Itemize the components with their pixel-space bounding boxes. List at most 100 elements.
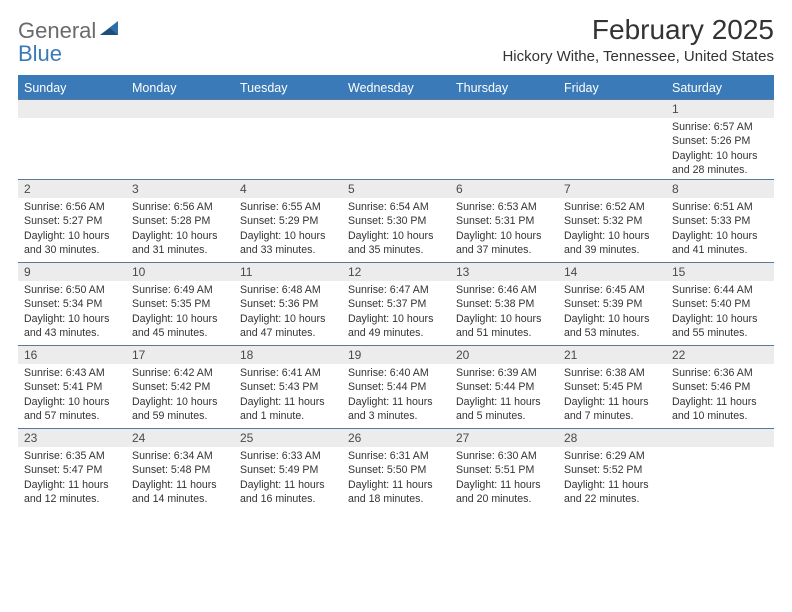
calendar-day-cell: 9Sunrise: 6:50 AMSunset: 5:34 PMDaylight… — [18, 263, 126, 345]
daylight-text: Daylight: 11 hours and 3 minutes. — [348, 395, 446, 424]
day-details: Sunrise: 6:56 AMSunset: 5:27 PMDaylight:… — [18, 198, 126, 259]
daylight-text: Daylight: 10 hours and 51 minutes. — [456, 312, 554, 341]
daylight-text: Daylight: 11 hours and 22 minutes. — [564, 478, 662, 507]
weeks-container: 1Sunrise: 6:57 AMSunset: 5:26 PMDaylight… — [18, 99, 774, 511]
day-details: Sunrise: 6:35 AMSunset: 5:47 PMDaylight:… — [18, 447, 126, 508]
daylight-text: Daylight: 10 hours and 43 minutes. — [24, 312, 122, 341]
day-number: 2 — [18, 180, 126, 198]
sunset-text: Sunset: 5:44 PM — [348, 380, 446, 394]
daylight-text: Daylight: 10 hours and 57 minutes. — [24, 395, 122, 424]
daylight-text: Daylight: 10 hours and 30 minutes. — [24, 229, 122, 258]
sunset-text: Sunset: 5:39 PM — [564, 297, 662, 311]
sunrise-text: Sunrise: 6:49 AM — [132, 283, 230, 297]
calendar-day-cell: 1Sunrise: 6:57 AMSunset: 5:26 PMDaylight… — [666, 100, 774, 179]
day-number: 1 — [666, 100, 774, 118]
day-details — [234, 118, 342, 122]
calendar-day-cell — [666, 429, 774, 511]
calendar-day-cell: 8Sunrise: 6:51 AMSunset: 5:33 PMDaylight… — [666, 180, 774, 262]
sunrise-text: Sunrise: 6:57 AM — [672, 120, 770, 134]
sunrise-text: Sunrise: 6:35 AM — [24, 449, 122, 463]
day-details: Sunrise: 6:55 AMSunset: 5:29 PMDaylight:… — [234, 198, 342, 259]
calendar-day-cell: 4Sunrise: 6:55 AMSunset: 5:29 PMDaylight… — [234, 180, 342, 262]
day-details: Sunrise: 6:52 AMSunset: 5:32 PMDaylight:… — [558, 198, 666, 259]
sunrise-text: Sunrise: 6:40 AM — [348, 366, 446, 380]
daylight-text: Daylight: 11 hours and 20 minutes. — [456, 478, 554, 507]
day-number — [450, 100, 558, 118]
sunrise-text: Sunrise: 6:46 AM — [456, 283, 554, 297]
daylight-text: Daylight: 10 hours and 41 minutes. — [672, 229, 770, 258]
day-number: 17 — [126, 346, 234, 364]
day-details: Sunrise: 6:49 AMSunset: 5:35 PMDaylight:… — [126, 281, 234, 342]
day-number — [234, 100, 342, 118]
day-number: 8 — [666, 180, 774, 198]
location-text: Hickory Withe, Tennessee, United States — [502, 48, 774, 65]
day-number: 7 — [558, 180, 666, 198]
sunrise-text: Sunrise: 6:47 AM — [348, 283, 446, 297]
calendar-day-cell: 27Sunrise: 6:30 AMSunset: 5:51 PMDayligh… — [450, 429, 558, 511]
sunrise-text: Sunrise: 6:52 AM — [564, 200, 662, 214]
day-details: Sunrise: 6:51 AMSunset: 5:33 PMDaylight:… — [666, 198, 774, 259]
day-number — [342, 100, 450, 118]
day-number — [18, 100, 126, 118]
day-details: Sunrise: 6:50 AMSunset: 5:34 PMDaylight:… — [18, 281, 126, 342]
day-number: 21 — [558, 346, 666, 364]
sunset-text: Sunset: 5:29 PM — [240, 214, 338, 228]
sunrise-text: Sunrise: 6:56 AM — [24, 200, 122, 214]
calendar-day-cell: 15Sunrise: 6:44 AMSunset: 5:40 PMDayligh… — [666, 263, 774, 345]
sunset-text: Sunset: 5:33 PM — [672, 214, 770, 228]
sunrise-text: Sunrise: 6:39 AM — [456, 366, 554, 380]
daylight-text: Daylight: 10 hours and 33 minutes. — [240, 229, 338, 258]
day-details: Sunrise: 6:36 AMSunset: 5:46 PMDaylight:… — [666, 364, 774, 425]
sunrise-text: Sunrise: 6:48 AM — [240, 283, 338, 297]
sunset-text: Sunset: 5:36 PM — [240, 297, 338, 311]
daylight-text: Daylight: 11 hours and 18 minutes. — [348, 478, 446, 507]
day-details — [18, 118, 126, 122]
day-number: 4 — [234, 180, 342, 198]
calendar-day-cell: 25Sunrise: 6:33 AMSunset: 5:49 PMDayligh… — [234, 429, 342, 511]
sunset-text: Sunset: 5:35 PM — [132, 297, 230, 311]
day-details: Sunrise: 6:42 AMSunset: 5:42 PMDaylight:… — [126, 364, 234, 425]
logo-sail-icon — [98, 19, 120, 37]
calendar-page: General February 2025 Hickory Withe, Ten… — [0, 0, 792, 521]
daylight-text: Daylight: 11 hours and 1 minute. — [240, 395, 338, 424]
daylight-text: Daylight: 11 hours and 10 minutes. — [672, 395, 770, 424]
day-number: 6 — [450, 180, 558, 198]
day-number — [126, 100, 234, 118]
day-number: 19 — [342, 346, 450, 364]
sunrise-text: Sunrise: 6:42 AM — [132, 366, 230, 380]
day-number: 10 — [126, 263, 234, 281]
sunset-text: Sunset: 5:37 PM — [348, 297, 446, 311]
daylight-text: Daylight: 11 hours and 16 minutes. — [240, 478, 338, 507]
day-number: 11 — [234, 263, 342, 281]
calendar-day-cell: 18Sunrise: 6:41 AMSunset: 5:43 PMDayligh… — [234, 346, 342, 428]
day-number: 27 — [450, 429, 558, 447]
day-details: Sunrise: 6:38 AMSunset: 5:45 PMDaylight:… — [558, 364, 666, 425]
daylight-text: Daylight: 10 hours and 55 minutes. — [672, 312, 770, 341]
sunrise-text: Sunrise: 6:54 AM — [348, 200, 446, 214]
day-number: 9 — [18, 263, 126, 281]
title-block: February 2025 Hickory Withe, Tennessee, … — [502, 14, 774, 65]
day-details — [666, 447, 774, 451]
calendar-day-cell: 7Sunrise: 6:52 AMSunset: 5:32 PMDaylight… — [558, 180, 666, 262]
sunset-text: Sunset: 5:31 PM — [456, 214, 554, 228]
day-number: 23 — [18, 429, 126, 447]
day-number: 5 — [342, 180, 450, 198]
day-details: Sunrise: 6:56 AMSunset: 5:28 PMDaylight:… — [126, 198, 234, 259]
daylight-text: Daylight: 10 hours and 45 minutes. — [132, 312, 230, 341]
sunset-text: Sunset: 5:46 PM — [672, 380, 770, 394]
calendar-day-cell: 23Sunrise: 6:35 AMSunset: 5:47 PMDayligh… — [18, 429, 126, 511]
sunset-text: Sunset: 5:47 PM — [24, 463, 122, 477]
daylight-text: Daylight: 11 hours and 14 minutes. — [132, 478, 230, 507]
sunrise-text: Sunrise: 6:34 AM — [132, 449, 230, 463]
day-details: Sunrise: 6:40 AMSunset: 5:44 PMDaylight:… — [342, 364, 450, 425]
day-details: Sunrise: 6:53 AMSunset: 5:31 PMDaylight:… — [450, 198, 558, 259]
weekday-header: Wednesday — [342, 77, 450, 99]
sunrise-text: Sunrise: 6:31 AM — [348, 449, 446, 463]
day-details: Sunrise: 6:44 AMSunset: 5:40 PMDaylight:… — [666, 281, 774, 342]
sunrise-text: Sunrise: 6:51 AM — [672, 200, 770, 214]
day-details: Sunrise: 6:57 AMSunset: 5:26 PMDaylight:… — [666, 118, 774, 179]
calendar-day-cell — [126, 100, 234, 179]
day-number: 24 — [126, 429, 234, 447]
day-number — [666, 429, 774, 447]
day-number: 3 — [126, 180, 234, 198]
